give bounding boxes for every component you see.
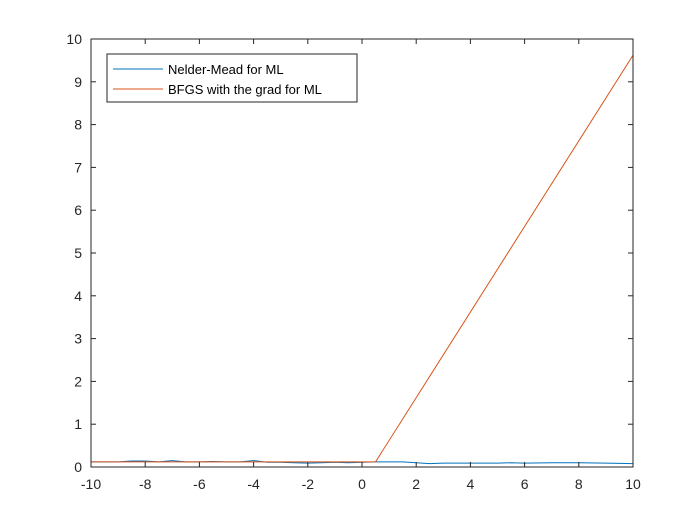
legend-box (106, 53, 358, 103)
y-tick-label: 4 (74, 288, 82, 304)
x-tick-label: 6 (521, 476, 529, 492)
legend-label-nelder-mead: Nelder-Mead for ML (168, 62, 284, 77)
legend: Nelder-Mead for ML BFGS with the grad fo… (106, 53, 358, 103)
y-tick-label: 9 (74, 74, 82, 90)
y-tick-label: 0 (74, 459, 82, 475)
x-tick-label: -4 (247, 476, 260, 492)
y-tick-label: 3 (74, 331, 82, 347)
x-tick-label: -8 (139, 476, 152, 492)
axes: -10 -8 -6 -4 -2 0 2 4 6 8 10 0 1 2 3 4 5 6 7 8 9 10 (66, 31, 641, 492)
x-tick-label: -10 (81, 476, 101, 492)
x-tick-label: -6 (193, 476, 206, 492)
x-tick-label: 10 (625, 476, 641, 492)
x-tick-label: 2 (412, 476, 420, 492)
y-tick-label: 2 (74, 373, 82, 389)
y-tick-label: 10 (66, 31, 82, 47)
x-tick-label: -2 (302, 476, 315, 492)
series-line-1 (91, 54, 634, 463)
x-tick-label: 4 (467, 476, 475, 492)
x-tick-label: 8 (575, 476, 583, 492)
y-tick-label: 1 (74, 416, 82, 432)
legend-label-bfgs: BFGS with the grad for ML (168, 82, 322, 97)
y-tick-label: 7 (74, 159, 82, 175)
y-tick-label: 5 (74, 245, 82, 261)
y-tick-label: 6 (74, 202, 82, 218)
series-line-0 (91, 460, 634, 465)
plot-area (91, 54, 634, 465)
x-tick-label: 0 (358, 476, 366, 492)
y-tick-label: 8 (74, 117, 82, 133)
